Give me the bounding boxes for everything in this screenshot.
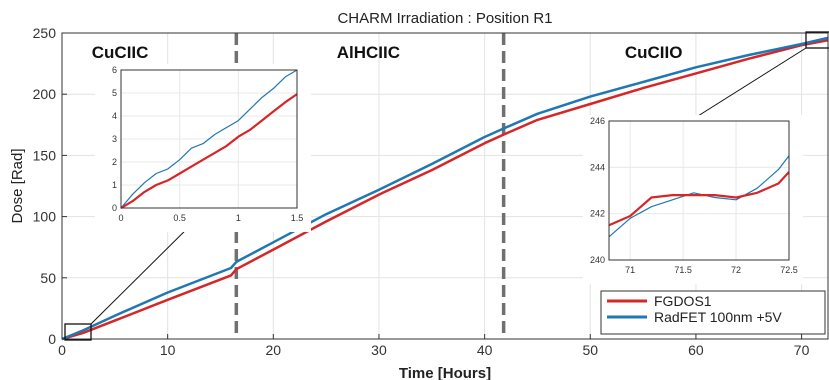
inset-y-tick-label: 4: [112, 111, 117, 121]
series-line: [61, 39, 829, 341]
y-tick-label: 0: [48, 331, 56, 347]
x-tick-label: 70: [794, 342, 810, 358]
inset-x-tick-label: 71: [625, 265, 635, 275]
inset-background: [583, 115, 803, 284]
series-line: [61, 36, 829, 341]
phase-label: AlHCIIC: [337, 43, 400, 62]
y-tick-label: 100: [33, 209, 57, 225]
inset-y-tick-label: 3: [112, 134, 117, 144]
plot-frame: [61, 32, 829, 340]
y-axis-label: Dose [Rad]: [9, 148, 26, 223]
phase-label: CuCIIO: [625, 43, 683, 62]
x-axis-label: Time [Hours]: [399, 365, 491, 380]
zoom-connector: [689, 47, 807, 122]
x-tick-label: 30: [371, 342, 387, 358]
y-tick-label: 200: [33, 86, 57, 102]
inset-x-tick-label: 72: [731, 265, 741, 275]
y-tick-label: 150: [33, 147, 57, 163]
inset-x-tick-label: 1: [236, 213, 241, 223]
x-tick-label: 60: [688, 342, 704, 358]
inset-x-tick-label: 0: [118, 213, 123, 223]
inset-y-tick-label: 246: [590, 116, 605, 126]
inset-x-tick-label: 71.5: [674, 265, 692, 275]
inset-x-tick-label: 0.5: [173, 213, 186, 223]
zoom-box-end: [805, 31, 829, 49]
y-axis-ticks: 0 50 100 150 200 250: [33, 25, 67, 347]
x-tick-label: 0: [58, 342, 66, 358]
phase-labels: CuCIIC AlHCIIC CuCIIO: [92, 43, 683, 62]
x-axis-ticks: 0 10 20 30 40 50 60 70: [58, 334, 810, 358]
y-tick-label: 250: [33, 25, 57, 41]
inset-y-tick-label: 0: [112, 203, 117, 213]
x-tick-label: 10: [160, 342, 176, 358]
inset-series-line: [120, 93, 298, 209]
inset-y-tick-label: 2: [112, 157, 117, 167]
y-tick-label: 50: [40, 270, 56, 286]
inset-left: 0 0.5 1 1.5 0 1 2 3 4 5 6: [95, 64, 311, 232]
inset-y-tick-label: 244: [590, 162, 605, 172]
inset-y-tick-label: 5: [112, 88, 117, 98]
inset-x-tick-label: 1.5: [291, 213, 304, 223]
inset-series-line: [608, 171, 790, 227]
inset-y-tick-label: 242: [590, 209, 605, 219]
inset-background: [95, 64, 311, 232]
legend-box: [600, 290, 826, 335]
inset-frame: [608, 120, 790, 261]
inset-right: 71 71.5 72 72.5 240 242 244 246: [583, 115, 803, 284]
main-series: [61, 36, 829, 341]
legend-label: FGDOS1: [654, 293, 712, 309]
phase-label: CuCIIC: [92, 43, 149, 62]
inset-y-tick-label: 1: [112, 180, 117, 190]
inset-series-line: [120, 69, 298, 209]
inset-x-tick-label: 72.5: [780, 265, 798, 275]
zoom-box-start: [64, 323, 92, 341]
x-tick-label: 50: [582, 342, 598, 358]
inset-y-tick-label: 6: [112, 65, 117, 75]
x-tick-label: 20: [266, 342, 282, 358]
legend-label: RadFET 100nm +5V: [654, 309, 782, 325]
inset-y-tick-label: 240: [590, 255, 605, 265]
inset-frame: [120, 69, 298, 209]
x-tick-label: 40: [477, 342, 493, 358]
chart-title: CHARM Irradiation : Position R1: [337, 10, 552, 27]
